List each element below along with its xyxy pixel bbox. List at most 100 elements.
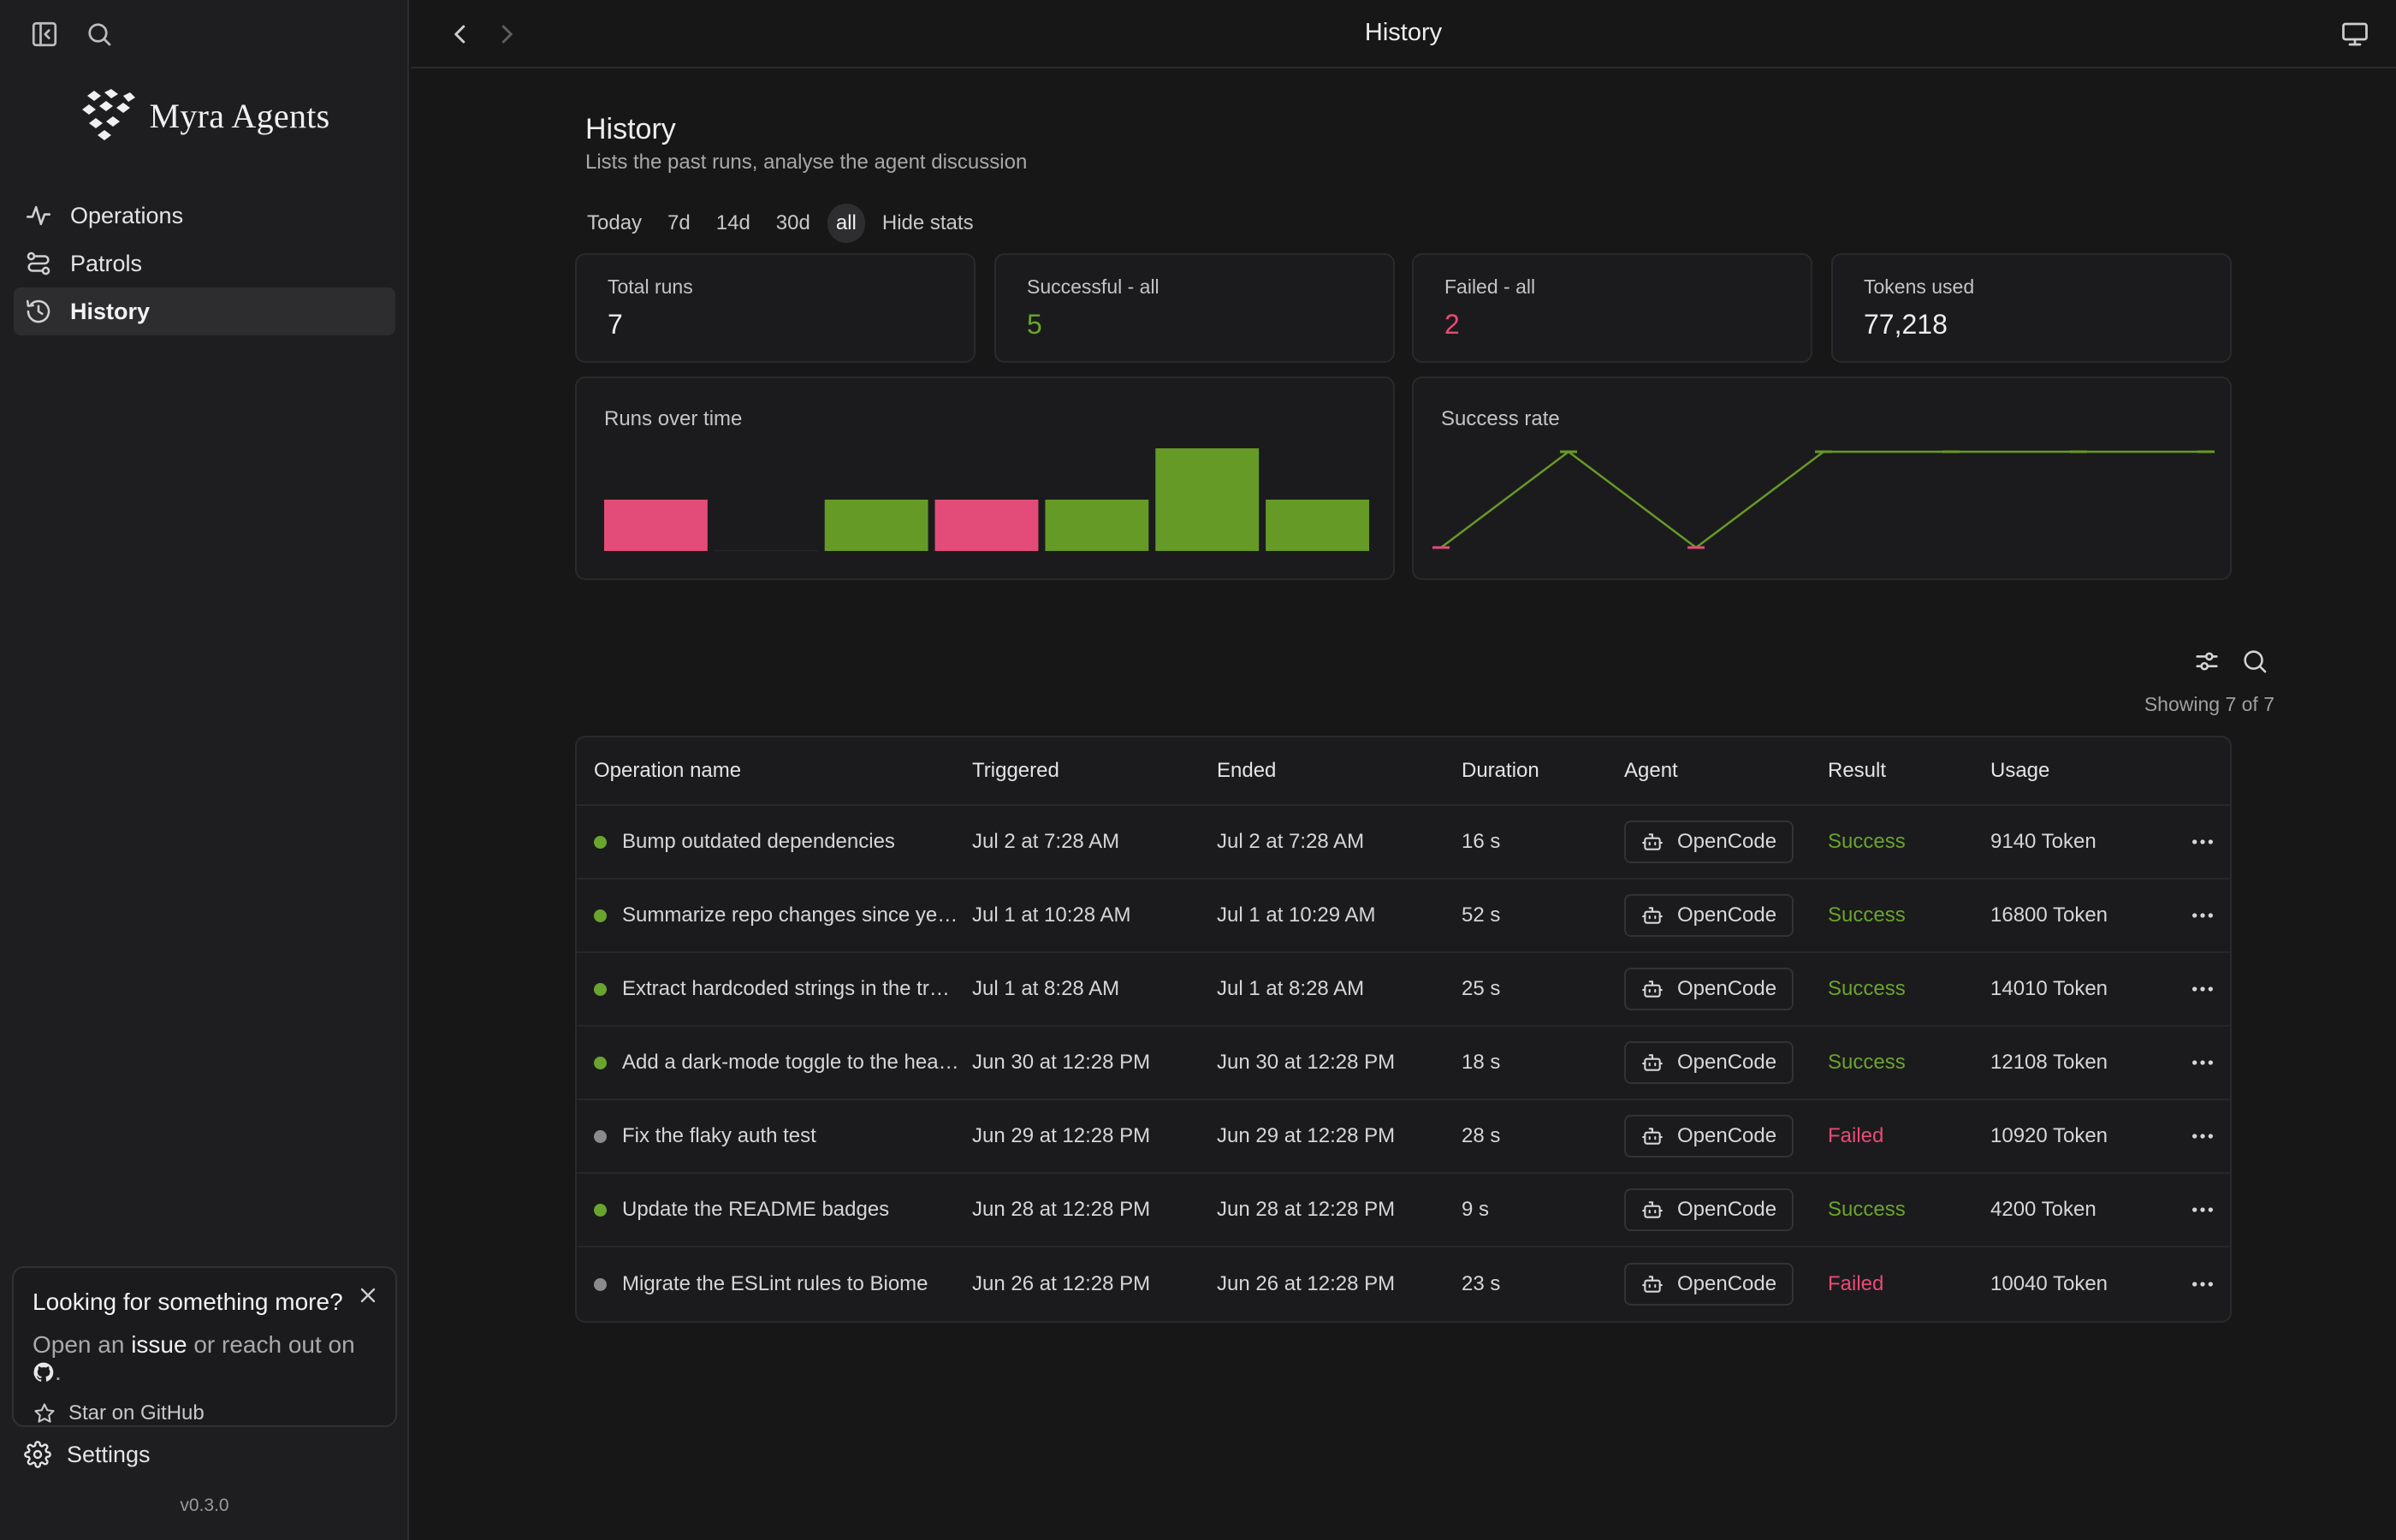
settings-button[interactable]: Settings [24, 1441, 151, 1468]
table-row[interactable]: Summarize repo changes since yes… Jul 1 … [577, 880, 2230, 953]
filter-30d[interactable]: 30d [775, 211, 810, 234]
operation-name: Bump outdated dependencies [622, 830, 895, 853]
bot-icon [1642, 1054, 1663, 1071]
sidebar-item-history[interactable]: History [14, 287, 395, 335]
operation-name-cell: Fix the flaky auth test [594, 1100, 970, 1172]
agent-badge[interactable]: OpenCode [1624, 968, 1794, 1010]
route-icon [27, 252, 50, 275]
star-label: Star on GitHub [68, 1401, 205, 1424]
agent-cell: OpenCode [1624, 953, 1794, 1025]
more-options-icon[interactable] [2187, 1027, 2218, 1099]
column-header-agent[interactable]: Agent [1624, 759, 1678, 782]
filter-today[interactable]: Today [587, 211, 643, 234]
duration-cell: 28 s [1462, 1124, 1501, 1147]
usage-cell: 12108 Token [1990, 1051, 2108, 1074]
sidebar-item-label: Operations [70, 202, 184, 228]
column-header-duration[interactable]: Duration [1462, 759, 1539, 782]
promo-card: Looking for something more? Open an issu… [12, 1266, 397, 1427]
agent-badge[interactable]: OpenCode [1624, 1041, 1794, 1084]
column-header-ended[interactable]: Ended [1217, 759, 1277, 782]
agent-badge[interactable]: OpenCode [1624, 820, 1794, 863]
sidebar-item-operations[interactable]: Operations [14, 192, 395, 240]
star-on-github-button[interactable]: Star on GitHub [33, 1401, 377, 1425]
agent-name: OpenCode [1677, 1272, 1777, 1295]
table-row[interactable]: Bump outdated dependencies Jul 2 at 7:28… [577, 806, 2230, 880]
monitor-icon[interactable] [2340, 19, 2370, 50]
bar-4-series-0 [1045, 500, 1149, 551]
column-header-result[interactable]: Result [1828, 759, 1887, 782]
issue-link[interactable]: issue [131, 1331, 187, 1358]
triggered-cell: Jul 2 at 7:28 AM [972, 830, 1120, 853]
filter-sliders-icon[interactable] [2192, 647, 2221, 676]
gear-icon [24, 1441, 51, 1468]
status-dot [594, 909, 607, 922]
status-dot [594, 1129, 607, 1143]
stat-value: 2 [1444, 309, 1460, 340]
more-options-icon[interactable] [2187, 953, 2218, 1025]
github-icon[interactable] [33, 1361, 55, 1383]
usage-cell: 9140 Token [1990, 830, 2096, 853]
promo-text: Open an issue or reach out on . [33, 1331, 377, 1386]
more-options-icon[interactable] [2187, 1100, 2218, 1172]
sidebar-item-patrols[interactable]: Patrols [14, 240, 395, 287]
close-icon[interactable] [356, 1283, 380, 1307]
hide-stats-button[interactable]: Hide stats [881, 211, 974, 234]
agent-badge[interactable]: OpenCode [1624, 894, 1794, 937]
sidebar-item-label: Patrols [70, 250, 143, 276]
settings-label: Settings [67, 1441, 151, 1467]
triggered-cell: Jun 29 at 12:28 PM [972, 1124, 1151, 1147]
usage-cell: 4200 Token [1990, 1198, 2096, 1221]
column-header-triggered[interactable]: Triggered [972, 759, 1059, 782]
stat-label: Successful - all [1027, 275, 1159, 298]
operation-name-cell: Extract hardcoded strings in the tr… [594, 953, 970, 1025]
filter-14d[interactable]: 14d [715, 211, 750, 234]
more-options-icon[interactable] [2187, 1247, 2218, 1321]
table-row[interactable]: Fix the flaky auth test Jun 29 at 12:28 … [577, 1100, 2230, 1174]
history-table: Operation name Triggered Ended Duration … [575, 736, 2232, 1323]
operation-name: Summarize repo changes since yes… [622, 903, 964, 927]
duration-cell: 23 s [1462, 1272, 1501, 1295]
more-options-icon[interactable] [2187, 1174, 2218, 1246]
table-tools [2192, 647, 2269, 676]
agent-badge[interactable]: OpenCode [1624, 1188, 1794, 1231]
back-arrow-icon[interactable] [445, 19, 476, 50]
table-search-icon[interactable] [2240, 647, 2269, 676]
agent-badge[interactable]: OpenCode [1624, 1115, 1794, 1158]
line-chart-svg [1432, 450, 2215, 549]
ended-cell: Jul 2 at 7:28 AM [1217, 830, 1365, 853]
more-options-icon[interactable] [2187, 806, 2218, 878]
filter-all[interactable]: all [827, 204, 865, 243]
agent-badge[interactable]: OpenCode [1624, 1263, 1794, 1306]
operation-name: Extract hardcoded strings in the tr… [622, 977, 950, 1000]
agent-cell: OpenCode [1624, 1174, 1794, 1246]
stat-successful: Successful - all 5 [994, 253, 1395, 363]
duration-cell: 52 s [1462, 903, 1501, 927]
duration-cell: 16 s [1462, 830, 1501, 853]
chart-title: Runs over time [604, 407, 743, 430]
operation-name-cell: Bump outdated dependencies [594, 806, 970, 878]
more-options-icon[interactable] [2187, 880, 2218, 951]
result-cell: Success [1828, 830, 1906, 853]
table-row[interactable]: Extract hardcoded strings in the tr… Jul… [577, 953, 2230, 1027]
operation-name: Fix the flaky auth test [622, 1124, 816, 1147]
table-row[interactable]: Migrate the ESLint rules to Biome Jun 26… [577, 1247, 2230, 1321]
filter-7d[interactable]: 7d [667, 211, 691, 234]
column-header-usage[interactable]: Usage [1990, 759, 2050, 782]
agent-name: OpenCode [1677, 1124, 1777, 1147]
chart-title: Success rate [1441, 407, 1560, 430]
forward-arrow-icon[interactable] [491, 19, 522, 50]
search-icon[interactable] [84, 19, 115, 50]
result-cell: Success [1828, 903, 1906, 927]
stat-label: Failed - all [1444, 275, 1536, 298]
table-row[interactable]: Update the README badges Jun 28 at 12:28… [577, 1174, 2230, 1247]
triggered-cell: Jul 1 at 8:28 AM [972, 977, 1120, 1000]
collapse-sidebar-icon[interactable] [29, 19, 60, 50]
table-row[interactable]: Add a dark-mode toggle to the hea… Jun 3… [577, 1027, 2230, 1100]
result-cell: Failed [1828, 1124, 1884, 1147]
runs-over-time-chart: Runs over time [575, 376, 1395, 580]
agent-cell: OpenCode [1624, 880, 1794, 951]
ended-cell: Jun 30 at 12:28 PM [1217, 1051, 1396, 1074]
agent-name: OpenCode [1677, 903, 1777, 927]
triggered-cell: Jun 28 at 12:28 PM [972, 1198, 1151, 1221]
column-header-operation-name[interactable]: Operation name [594, 759, 742, 782]
